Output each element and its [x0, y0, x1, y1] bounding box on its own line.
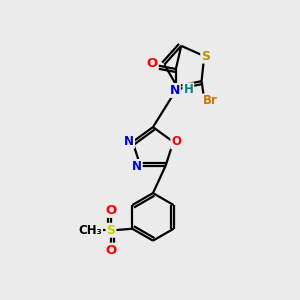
- Text: S: S: [106, 224, 116, 237]
- Text: N: N: [169, 84, 180, 97]
- Text: Br: Br: [203, 94, 218, 107]
- Text: CH₃: CH₃: [78, 224, 102, 237]
- Text: N: N: [124, 135, 134, 148]
- Text: O: O: [105, 244, 117, 257]
- Text: O: O: [171, 135, 181, 148]
- Text: H: H: [183, 83, 193, 96]
- Text: N: N: [132, 160, 142, 173]
- Text: O: O: [146, 58, 158, 70]
- Text: S: S: [201, 50, 210, 63]
- Text: O: O: [105, 204, 117, 217]
